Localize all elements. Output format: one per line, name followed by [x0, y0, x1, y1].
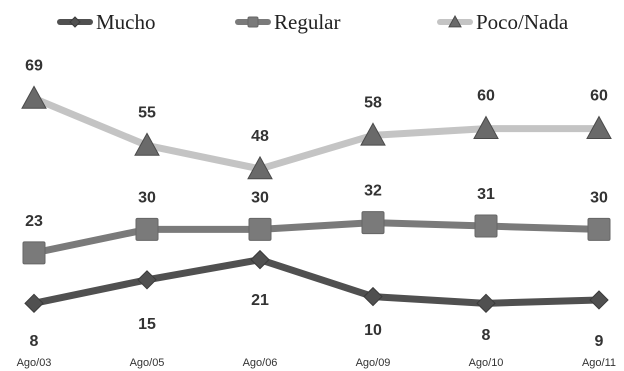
marker-mucho-ago-05 [137, 270, 157, 290]
x-tick-label-ago-10: Ago/10 [469, 357, 504, 369]
legend-marker-regular [247, 16, 259, 28]
data-label-poco-nada-ago-09: 58 [364, 94, 382, 111]
x-tick-label-ago-06: Ago/06 [243, 357, 278, 369]
marker-mucho-ago-10 [476, 293, 496, 314]
data-label-regular-ago-11: 30 [590, 189, 608, 206]
data-label-mucho-ago-10: 8 [482, 327, 491, 344]
x-tick-label-ago-11: Ago/11 [582, 357, 616, 369]
markers [21, 85, 612, 314]
marker-regular-ago-05 [135, 217, 159, 241]
marker-regular-ago-11 [587, 217, 611, 241]
marker-poco-nada-ago-10 [473, 115, 499, 139]
data-label-regular-ago-09: 32 [364, 183, 382, 200]
data-label-poco-nada-ago-03: 69 [25, 57, 43, 74]
data-label-mucho-ago-11: 9 [595, 333, 604, 350]
data-label-mucho-ago-03: 8 [30, 333, 39, 350]
data-labels: 8 15 21 10 8 9 23 30 30 32 31 30 69 55 48 58 60 60 [25, 57, 608, 350]
data-label-mucho-ago-09: 10 [364, 322, 382, 339]
marker-regular-ago-10 [474, 214, 498, 238]
data-label-regular-ago-06: 30 [251, 189, 269, 206]
legend-label-regular: Regular [274, 10, 340, 34]
marker-regular-ago-03 [22, 241, 46, 265]
x-tick-label-ago-05: Ago/05 [130, 357, 165, 369]
data-label-poco-nada-ago-11: 60 [590, 88, 608, 105]
series-line-mucho [30, 256, 603, 307]
legend: Mucho Regular Poco/Nada [57, 10, 569, 34]
data-label-regular-ago-03: 23 [25, 213, 43, 230]
marker-poco-nada-ago-09 [360, 122, 386, 146]
marker-mucho-ago-09 [363, 286, 383, 307]
data-label-mucho-ago-06: 21 [251, 292, 269, 309]
marker-mucho-ago-03 [24, 293, 44, 314]
marker-regular-ago-06 [248, 217, 272, 241]
x-tick-label-ago-09: Ago/09 [356, 357, 391, 369]
data-label-poco-nada-ago-06: 48 [251, 128, 269, 145]
x-tick-label-ago-03: Ago/03 [17, 357, 52, 369]
data-label-poco-nada-ago-10: 60 [477, 88, 495, 105]
series-line-regular [30, 219, 603, 257]
legend-label-poco-nada: Poco/Nada [476, 10, 569, 34]
x-axis-ticks: Ago/03 Ago/05 Ago/06 Ago/09 Ago/10 Ago/11 [17, 357, 616, 369]
marker-poco-nada-ago-11 [586, 115, 612, 139]
legend-marker-poco-nada [448, 14, 462, 28]
data-label-poco-nada-ago-05: 55 [138, 104, 156, 121]
data-label-mucho-ago-05: 15 [138, 316, 156, 333]
legend-marker-mucho [69, 16, 81, 28]
marker-mucho-ago-06 [250, 249, 270, 270]
series-lines [30, 94, 603, 307]
marker-poco-nada-ago-05 [134, 132, 160, 156]
marker-poco-nada-ago-03 [21, 85, 47, 109]
legend-label-mucho: Mucho [96, 10, 156, 34]
marker-regular-ago-09 [361, 211, 385, 235]
marker-mucho-ago-11 [589, 290, 609, 310]
marker-poco-nada-ago-06 [247, 155, 273, 180]
data-label-regular-ago-10: 31 [477, 186, 495, 203]
data-label-regular-ago-05: 30 [138, 189, 156, 206]
series-line-poco-nada [30, 94, 603, 173]
